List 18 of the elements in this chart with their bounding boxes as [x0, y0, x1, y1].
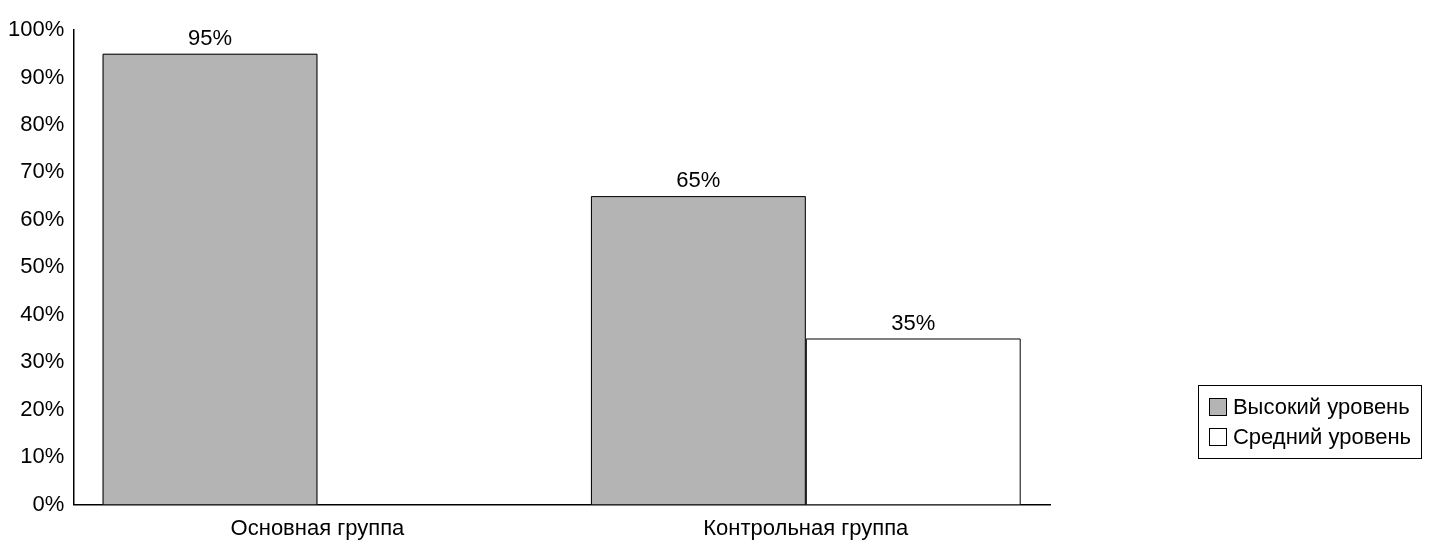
data-label: 95% [187, 24, 233, 50]
y-tick-label: 80% [20, 110, 65, 136]
y-tick-label: 60% [20, 205, 65, 231]
x-tick-label: Контрольная группа [703, 514, 910, 540]
y-tick-label: 90% [20, 63, 65, 89]
y-tick-label: 100% [7, 16, 65, 42]
data-label: 35% [891, 309, 936, 335]
y-tick-label: 30% [20, 348, 65, 374]
x-tick-label: Основная группа [230, 514, 406, 540]
y-tick-label: 0% [32, 490, 65, 516]
legend-label: Высокий уровень [1232, 393, 1410, 421]
y-tick-label: 40% [20, 300, 65, 326]
data-label: 65% [676, 167, 721, 193]
y-tick-label: 70% [20, 158, 65, 184]
y-tick-label: 20% [20, 395, 65, 421]
y-tick-label: 10% [20, 443, 65, 469]
y-tick-label: 50% [20, 253, 65, 279]
text: Средний уровень [1232, 423, 1411, 451]
